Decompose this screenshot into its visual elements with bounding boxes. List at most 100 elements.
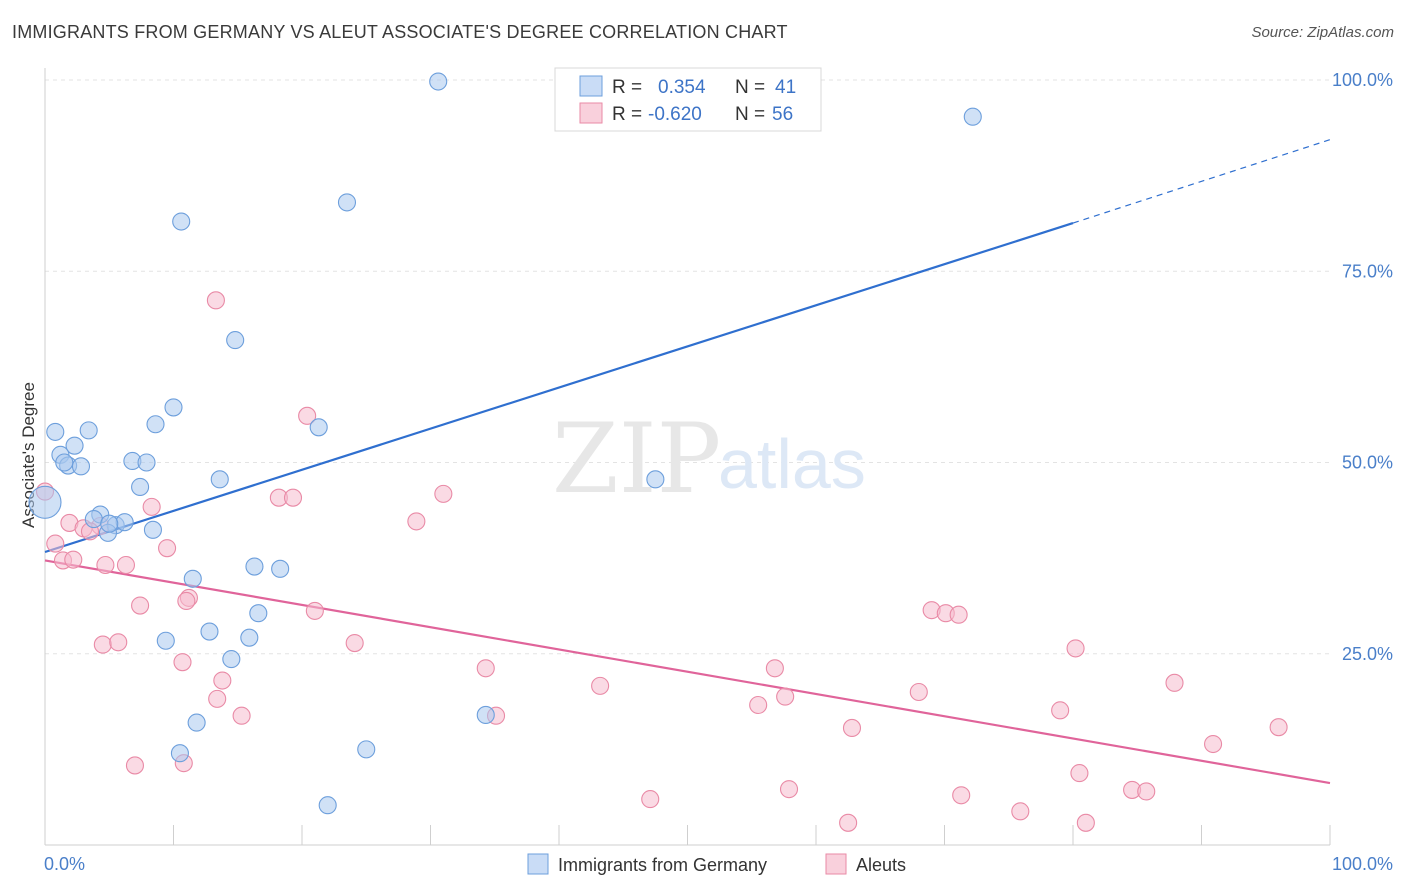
aleuts-point bbox=[779, 780, 799, 799]
aleuts-point bbox=[64, 550, 83, 569]
aleuts-point bbox=[909, 682, 928, 702]
legend-n-value-1: 41 bbox=[775, 77, 796, 98]
germany-point bbox=[271, 559, 290, 578]
germany-point bbox=[646, 470, 665, 489]
aleuts-point bbox=[476, 659, 495, 678]
aleuts-point bbox=[1137, 782, 1156, 801]
chart-title: IMMIGRANTS FROM GERMANY VS ALEUT ASSOCIA… bbox=[12, 22, 788, 42]
aleuts-point bbox=[283, 488, 303, 507]
aleuts-point bbox=[1076, 813, 1095, 832]
germany-point bbox=[146, 415, 165, 434]
aleuts-point bbox=[591, 676, 610, 695]
germany-point bbox=[318, 796, 337, 815]
germany-point bbox=[84, 510, 103, 529]
legend-n-label-1: N = bbox=[735, 77, 765, 98]
aleuts-point bbox=[116, 555, 136, 575]
aleuts-point bbox=[1051, 701, 1070, 720]
germany-point bbox=[170, 744, 189, 763]
aleuts-point bbox=[407, 512, 426, 531]
aleuts-point bbox=[1204, 734, 1223, 754]
aleuts-point bbox=[213, 671, 232, 690]
germany-point bbox=[226, 331, 245, 350]
germany-point bbox=[100, 514, 119, 533]
aleuts-point bbox=[232, 706, 251, 725]
aleuts-point bbox=[93, 635, 112, 654]
series-legend: Immigrants from Germany Aleuts bbox=[527, 853, 906, 875]
y-tick-labels: 25.0% 50.0% 75.0% 100.0% bbox=[1332, 70, 1393, 664]
aleuts-point bbox=[1011, 802, 1030, 821]
aleuts-point bbox=[298, 406, 317, 425]
germany-point bbox=[183, 569, 202, 588]
aleuts-point bbox=[1070, 764, 1089, 783]
germany-point bbox=[309, 418, 328, 437]
germany-point bbox=[71, 457, 91, 476]
watermark-zip: ZIP bbox=[552, 403, 721, 515]
stats-legend: R = 0.354 N = 41 R = -0.620 N = 56 bbox=[554, 67, 822, 132]
aleuts-point bbox=[46, 534, 65, 553]
aleuts-point bbox=[206, 291, 225, 310]
germany-point bbox=[187, 713, 206, 732]
germany-point bbox=[131, 477, 150, 497]
aleuts-point bbox=[345, 633, 364, 653]
x-tick-label: 0.0% bbox=[44, 854, 85, 874]
legend-r-label-1: R = bbox=[612, 77, 642, 98]
series-swatch-aleuts bbox=[825, 853, 847, 875]
germany-point bbox=[156, 631, 175, 650]
germany-point bbox=[240, 628, 259, 647]
germany-point bbox=[210, 470, 229, 489]
aleuts-point bbox=[1269, 718, 1288, 737]
germany-point bbox=[429, 72, 448, 91]
aleuts-point bbox=[208, 689, 227, 708]
aleuts-point bbox=[842, 718, 862, 738]
aleuts-point bbox=[305, 601, 324, 620]
legend-swatch-blue bbox=[579, 75, 603, 97]
germany-point bbox=[963, 107, 982, 126]
aleuts-points bbox=[35, 291, 1288, 832]
legend-n-value-2: 56 bbox=[772, 104, 793, 125]
germany-point bbox=[143, 520, 162, 539]
aleuts-point bbox=[109, 633, 128, 652]
germany-trend-extension bbox=[1072, 139, 1331, 224]
aleuts-point bbox=[158, 539, 177, 558]
germany-point bbox=[65, 436, 84, 455]
aleuts-point bbox=[142, 497, 161, 516]
aleuts-point bbox=[131, 596, 150, 615]
series-label-germany: Immigrants from Germany bbox=[558, 855, 767, 875]
series-swatch-germany bbox=[527, 853, 549, 875]
germany-point bbox=[172, 212, 191, 231]
aleuts-point bbox=[949, 605, 968, 624]
x-tick-labels: 0.0% 100.0% bbox=[44, 854, 1393, 874]
legend-r-label-2: R = bbox=[612, 104, 642, 125]
germany-point bbox=[164, 398, 183, 417]
aleuts-point bbox=[173, 653, 192, 672]
x-tick-label: 100.0% bbox=[1332, 854, 1393, 874]
aleuts-point bbox=[839, 813, 858, 832]
watermark: ZIP atlas bbox=[552, 403, 866, 515]
aleuts-point bbox=[1066, 639, 1085, 658]
y-tick-label: 75.0% bbox=[1342, 261, 1393, 281]
aleuts-point bbox=[641, 790, 660, 809]
series-label-aleuts: Aleuts bbox=[856, 855, 906, 875]
trend-lines bbox=[44, 139, 1331, 785]
source-label: Source: ZipAtlas.com bbox=[1251, 24, 1394, 41]
aleuts-point bbox=[177, 591, 196, 611]
aleuts-point bbox=[749, 695, 768, 715]
germany-point bbox=[28, 485, 62, 519]
legend-r-value-2: -0.620 bbox=[648, 104, 702, 125]
aleuts-point bbox=[96, 555, 115, 575]
germany-point bbox=[137, 453, 156, 472]
germany-point bbox=[249, 604, 268, 623]
legend-r-value-1: 0.354 bbox=[658, 77, 706, 98]
germany-point bbox=[55, 453, 74, 472]
y-tick-label: 25.0% bbox=[1342, 644, 1393, 664]
germany-point bbox=[222, 650, 241, 669]
germany-point bbox=[337, 193, 357, 212]
germany-point bbox=[245, 557, 264, 576]
germany-point bbox=[200, 622, 219, 641]
germany-trend-line bbox=[44, 222, 1074, 554]
watermark-atlas: atlas bbox=[718, 425, 866, 503]
aleuts-point bbox=[434, 484, 453, 503]
germany-point bbox=[357, 740, 376, 759]
grid-lines bbox=[45, 79, 1330, 655]
